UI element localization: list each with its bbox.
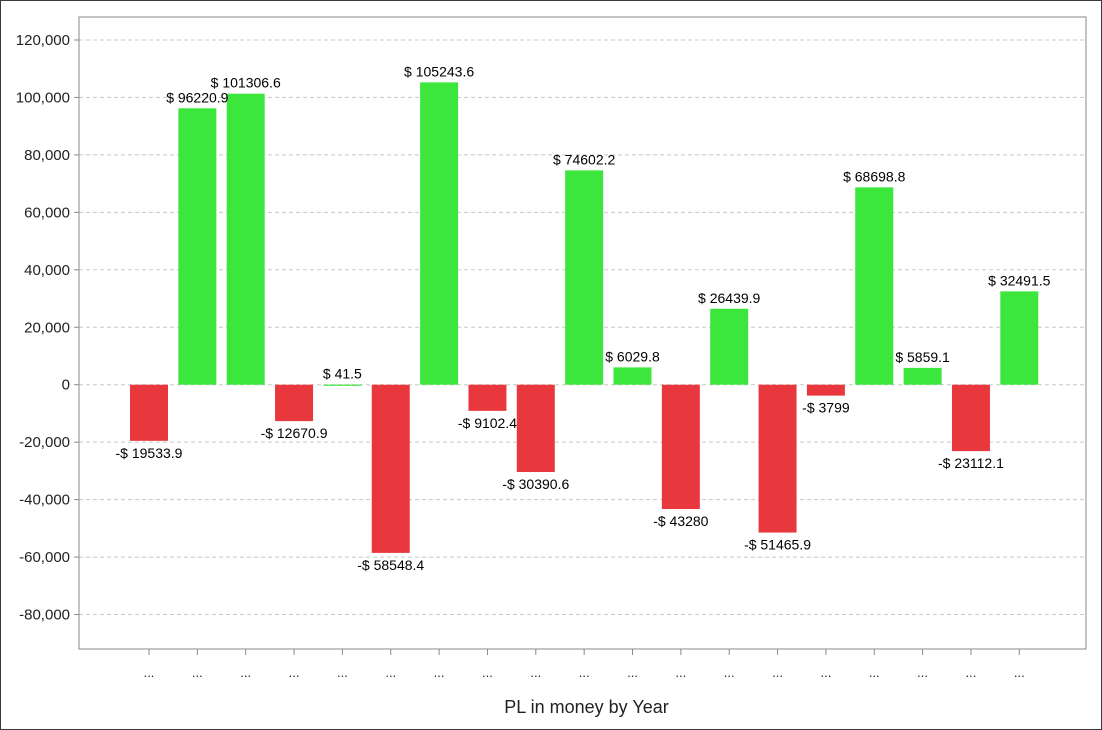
data-label: -$ 12670.9 xyxy=(261,425,328,441)
data-label: -$ 23112.1 xyxy=(938,455,1004,471)
bar xyxy=(565,170,604,385)
y-tick-label: 20,000 xyxy=(24,319,70,336)
bar xyxy=(951,384,990,452)
y-tick-label: 0 xyxy=(62,377,70,394)
data-label: -$ 43280 xyxy=(653,513,708,529)
x-tick-label: ... xyxy=(966,665,977,680)
x-axis-title: PL in money by Year xyxy=(504,697,668,717)
y-tick-label: -40,000 xyxy=(19,492,70,509)
data-labels: -$ 19533.9 $ 96220.9$ 101306.6 -$ 12670.9 $… xyxy=(116,63,1051,573)
x-tick-label: ... xyxy=(772,665,783,680)
bar xyxy=(710,308,749,385)
x-tick-label: ... xyxy=(482,665,493,680)
x-tick-label: ... xyxy=(144,665,155,680)
data-label: $ 5859.1 xyxy=(895,349,950,365)
data-label: $ 41.5 xyxy=(323,366,362,382)
bars xyxy=(130,82,1039,553)
data-label: $ 96220.9 xyxy=(166,89,228,105)
data-label: -$ 30390.6 xyxy=(502,476,569,492)
y-tick-label: 80,000 xyxy=(24,147,70,164)
x-tick-label: ... xyxy=(337,665,348,680)
y-axis-ticks: -80,000 -60,000 -40,000 -20,000 0 20,000 40,00… xyxy=(16,32,79,624)
x-tick-label: ... xyxy=(917,665,928,680)
y-tick-label: -20,000 xyxy=(19,434,70,451)
bar xyxy=(903,367,942,385)
bar xyxy=(758,384,797,533)
y-tick-label: 60,000 xyxy=(24,204,70,221)
bar xyxy=(178,108,217,385)
bar xyxy=(613,367,652,385)
y-tick-label: 120,000 xyxy=(16,32,70,49)
bar xyxy=(468,384,507,411)
data-label: -$ 19533.9 xyxy=(116,445,183,461)
bar xyxy=(130,384,168,441)
bar xyxy=(661,384,700,510)
data-label: $ 26439.9 xyxy=(698,290,760,306)
data-label: -$ 51465.9 xyxy=(744,537,811,553)
x-tick-label: ... xyxy=(579,665,590,680)
x-tick-label: ... xyxy=(724,665,735,680)
y-tick-label: 40,000 xyxy=(24,262,70,279)
x-tick-label: ... xyxy=(675,665,686,680)
x-tick-label: ... xyxy=(1014,665,1025,680)
data-label: -$ 3799 xyxy=(802,400,850,416)
x-tick-label: ... xyxy=(434,665,445,680)
x-axis-ticks: ........................................… xyxy=(144,649,1025,680)
bar xyxy=(275,384,314,422)
bar xyxy=(806,384,845,396)
x-tick-label: ... xyxy=(627,665,638,680)
data-label: $ 68698.8 xyxy=(843,168,905,184)
bar xyxy=(1000,291,1039,385)
data-label: $ 101306.6 xyxy=(211,75,281,91)
x-tick-label: ... xyxy=(869,665,880,680)
x-tick-label: ... xyxy=(820,665,831,680)
data-label: $ 74602.2 xyxy=(553,151,615,167)
y-tick-label: -60,000 xyxy=(19,549,70,566)
x-tick-label: ... xyxy=(289,665,300,680)
bar xyxy=(516,384,555,473)
plot-area-border xyxy=(78,16,1087,650)
x-tick-label: ... xyxy=(385,665,396,680)
y-tick-label: -80,000 xyxy=(19,607,70,624)
data-label: -$ 58548.4 xyxy=(357,557,424,573)
x-tick-label: ... xyxy=(530,665,541,680)
bar xyxy=(855,187,894,385)
bar xyxy=(371,384,410,553)
x-tick-label: ... xyxy=(192,665,203,680)
data-label: -$ 9102.4 xyxy=(458,415,517,431)
bar xyxy=(420,82,459,385)
bar xyxy=(226,93,265,385)
bar xyxy=(323,384,362,386)
data-label: $ 32491.5 xyxy=(988,272,1050,288)
x-tick-label: ... xyxy=(240,665,251,680)
data-label: $ 105243.6 xyxy=(404,63,474,79)
data-label: $ 6029.8 xyxy=(605,348,660,364)
y-tick-label: 100,000 xyxy=(16,89,70,106)
